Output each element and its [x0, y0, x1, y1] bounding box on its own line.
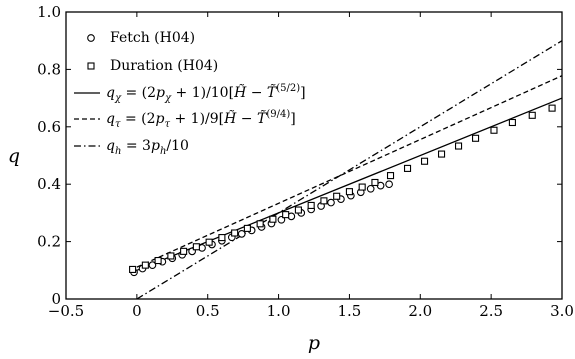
y-tick-label: 1.0 [37, 3, 61, 21]
legend-label-part: = 3 [121, 138, 151, 154]
duration-point [141, 261, 149, 269]
legend-label-part: − [246, 85, 267, 101]
duration-point [294, 206, 302, 214]
duration-point [454, 142, 463, 150]
duration-point [167, 252, 175, 260]
duration-point [490, 126, 498, 134]
x-tick-label: 3.0 [550, 302, 574, 320]
legend-label-part: τ [115, 119, 121, 130]
legend-label-part: q [106, 111, 115, 127]
series-lines [136, 40, 562, 299]
duration-point [333, 192, 341, 200]
fetch-point [237, 230, 246, 238]
fetch-point [385, 180, 393, 189]
legend-label-part: ] [300, 85, 305, 101]
legend-label-part: p [151, 138, 160, 154]
legend: Fetch (H04)Duration (H04)qχ = (2pχ + 1)/… [74, 30, 306, 157]
plot-frame [65, 11, 563, 300]
legend-label-part: χ [164, 93, 172, 104]
legend-label-part: q [106, 138, 115, 154]
duration-point [282, 211, 290, 219]
duration-point [231, 229, 239, 237]
x-tick-label: 0 [132, 302, 142, 320]
duration-point [154, 256, 162, 265]
duration-point [403, 164, 412, 172]
y-tick-label: 0.8 [37, 60, 61, 78]
series-line-dashdot [136, 40, 562, 299]
legend-label: Duration (H04) [110, 58, 218, 74]
y-tick-label: 0 [51, 290, 61, 308]
legend-label-part: T̃ [257, 109, 268, 127]
legend-label-part: χ [114, 93, 122, 104]
legend-label-part: /10 [166, 138, 189, 154]
x-tick-label: −0.5 [48, 302, 84, 320]
y-tick-label: 0.6 [37, 118, 61, 136]
duration-point [371, 178, 379, 187]
series-markers [129, 104, 556, 277]
legend-square-marker [87, 62, 95, 70]
legend-label: qχ = (2pχ + 1)/10[H̃ − T̃(5/2)] [106, 83, 306, 104]
legend-label-part: p [156, 85, 165, 101]
duration-point [180, 247, 188, 255]
duration-point [358, 183, 366, 191]
duration-point [243, 224, 251, 232]
legend-label-part: h [160, 146, 166, 157]
legend-label-part: = (2 [121, 85, 156, 101]
legend-label-part: (5/2) [276, 83, 300, 94]
x-axis-label: p [308, 332, 320, 354]
legend-label-part: Duration (H04) [110, 58, 218, 74]
y-tick-label: 0.2 [37, 233, 61, 251]
legend-label-part: h [115, 146, 121, 157]
y-tick-label: 0.4 [37, 175, 61, 193]
fetch-point [327, 198, 335, 207]
legend-circle-marker [87, 34, 95, 42]
series-line-dashed [136, 75, 562, 268]
legend-label-part: + 1)/9[ [170, 111, 224, 127]
legend-label-part: ] [290, 111, 295, 127]
duration-point [218, 234, 226, 242]
duration-point [307, 201, 315, 209]
legend-label-part: p [156, 111, 165, 127]
plot-area [129, 40, 562, 299]
legend-label: qh = 3ph/10 [106, 138, 189, 157]
fetch-point [148, 261, 157, 269]
duration-point [129, 265, 137, 273]
x-tick-label: 1.0 [267, 302, 291, 320]
duration-point [205, 238, 213, 246]
legend-label-part: τ [164, 119, 170, 130]
legend-label-part: − [236, 111, 257, 127]
axis-ticks [65, 11, 563, 300]
legend-label-part: + 1)/10[ [171, 85, 234, 101]
fetch-point [366, 184, 375, 193]
tick-labels: −0.5 0 0.5 1.0 1.5 2.0 2.5 3.000.20.40.60.81.0 [37, 3, 574, 320]
legend-label-part: H̃ [223, 109, 237, 127]
legend-label-part: q [106, 85, 115, 101]
legend-label-part: T̃ [267, 83, 278, 101]
duration-point [256, 220, 264, 228]
duration-point [508, 118, 516, 127]
legend-label-part: (9/4) [266, 109, 290, 120]
duration-point [192, 243, 200, 251]
duration-point [528, 111, 536, 119]
duration-point [472, 134, 480, 142]
duration-point [269, 215, 277, 223]
duration-point [437, 150, 446, 158]
duration-point [320, 197, 328, 205]
legend-label: Fetch (H04) [110, 30, 195, 46]
duration-point [548, 104, 556, 112]
duration-point [420, 157, 429, 165]
y-axis-label: q [8, 145, 20, 167]
legend-label-part: Fetch (H04) [110, 30, 195, 46]
duration-point [345, 188, 353, 196]
legend-label-part: = (2 [121, 111, 156, 127]
x-tick-label: 2.0 [408, 302, 432, 320]
duration-point [386, 172, 395, 180]
x-tick-label: 2.5 [479, 302, 503, 320]
legend-label: qτ = (2pτ + 1)/9[H̃ − T̃(9/4)] [106, 109, 296, 130]
x-tick-label: 0.5 [196, 302, 220, 320]
x-tick-label: 1.5 [337, 302, 361, 320]
legend-label-part: H̃ [233, 83, 247, 101]
